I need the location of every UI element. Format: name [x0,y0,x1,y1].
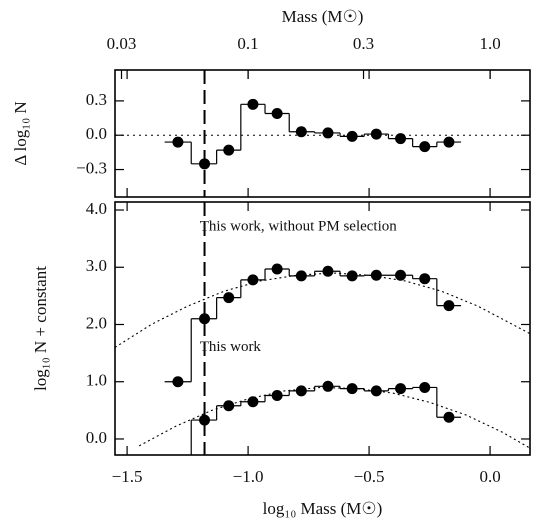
plot-frame [114,201,531,456]
x-tick-label: −0.5 [354,467,385,486]
x2-axis-label: Mass (M☉) [282,7,364,26]
data-point [346,383,358,395]
y-tick-label: 0.0 [86,124,107,143]
data-point [443,411,455,423]
data-point [199,313,211,325]
y-tick-label: 4.0 [86,199,107,218]
x2-tick-label: 1.0 [479,34,500,53]
x2-tick-label: 0.1 [237,34,258,53]
data-point [223,144,235,156]
y-tick-label: 0.0 [86,428,107,447]
data-point [322,380,334,392]
data-point [271,389,283,401]
data-point [346,270,358,282]
x2-tick-label: 0.03 [107,34,137,53]
y-tick-label: 2.0 [86,313,107,332]
y-axis-label: log₁₀ N + constant [31,266,50,391]
data-point [271,263,283,275]
y-tick-label: 3.0 [86,256,107,275]
data-point [247,98,259,110]
annotation: This work [200,339,262,355]
x-axis-label: log₁₀ Mass (M☉) [263,499,383,518]
data-point [419,141,431,153]
x-tick-label: −1.0 [233,467,264,486]
data-point [370,128,382,140]
data-point [395,133,407,145]
y-tick-label: 0.3 [86,90,107,109]
data-point [443,136,455,148]
data-point [370,269,382,281]
x-tick-label: 0.0 [479,467,500,486]
data-point [247,396,259,408]
fit-curve [138,386,531,449]
data-point [419,381,431,393]
x2-tick-label: 0.3 [353,34,374,53]
data-point [199,414,211,426]
data-point [295,270,307,282]
data-point [322,265,334,277]
data-point [199,158,211,170]
y-axis-label: Δ log₁₀ N [11,101,30,165]
data-point [395,383,407,395]
x-tick-label: −1.5 [112,467,143,486]
data-point [223,400,235,412]
plot-frame [114,69,531,198]
data-point [247,274,259,286]
data-point [172,136,184,148]
y-tick-label: −0.3 [76,158,107,177]
data-point [295,126,307,138]
data-point [346,130,358,142]
data-point [370,385,382,397]
data-point [295,385,307,397]
y-tick-label: 1.0 [86,371,107,390]
data-point [223,292,235,304]
data-point [443,300,455,312]
fit-curve [114,272,531,348]
data-point [419,273,431,285]
data-point [322,127,334,139]
annotation: This work, without PM selection [200,219,398,235]
data-point [395,269,407,281]
data-point [271,107,283,119]
data-point [172,376,184,388]
